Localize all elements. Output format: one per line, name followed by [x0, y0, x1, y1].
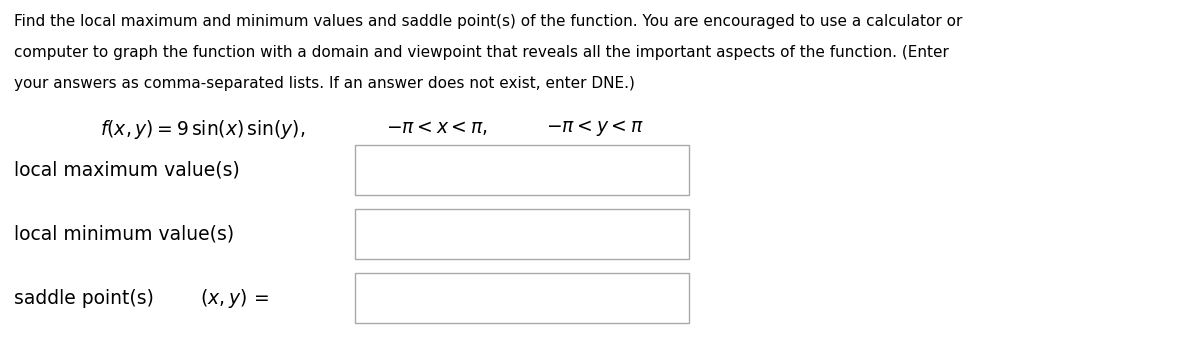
Text: $-\pi < y < \pi$: $-\pi < y < \pi$ — [546, 118, 643, 138]
Text: local maximum value(s): local maximum value(s) — [14, 161, 240, 179]
Text: $(x, y)\, =$: $(x, y)\, =$ — [200, 287, 269, 310]
Text: local minimum value(s): local minimum value(s) — [14, 225, 234, 243]
Bar — [355, 273, 689, 323]
Text: computer to graph the function with a domain and viewpoint that reveals all the : computer to graph the function with a do… — [14, 45, 949, 60]
Bar — [355, 209, 689, 259]
Text: Find the local maximum and minimum values and saddle point(s) of the function. Y: Find the local maximum and minimum value… — [14, 14, 962, 29]
Text: $-\pi < x < \pi,$: $-\pi < x < \pi,$ — [386, 118, 488, 137]
Text: saddle point(s): saddle point(s) — [14, 289, 155, 307]
Text: $f(x, y) = 9\,\sin(x)\,\sin(y),$: $f(x, y) = 9\,\sin(x)\,\sin(y),$ — [100, 118, 305, 141]
Bar — [355, 145, 689, 195]
Text: your answers as comma-separated lists. If an answer does not exist, enter DNE.): your answers as comma-separated lists. I… — [14, 76, 635, 91]
